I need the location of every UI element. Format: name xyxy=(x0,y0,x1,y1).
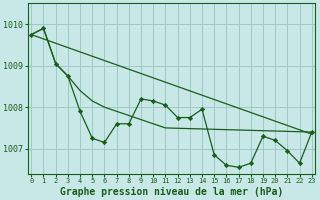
X-axis label: Graphe pression niveau de la mer (hPa): Graphe pression niveau de la mer (hPa) xyxy=(60,186,283,197)
